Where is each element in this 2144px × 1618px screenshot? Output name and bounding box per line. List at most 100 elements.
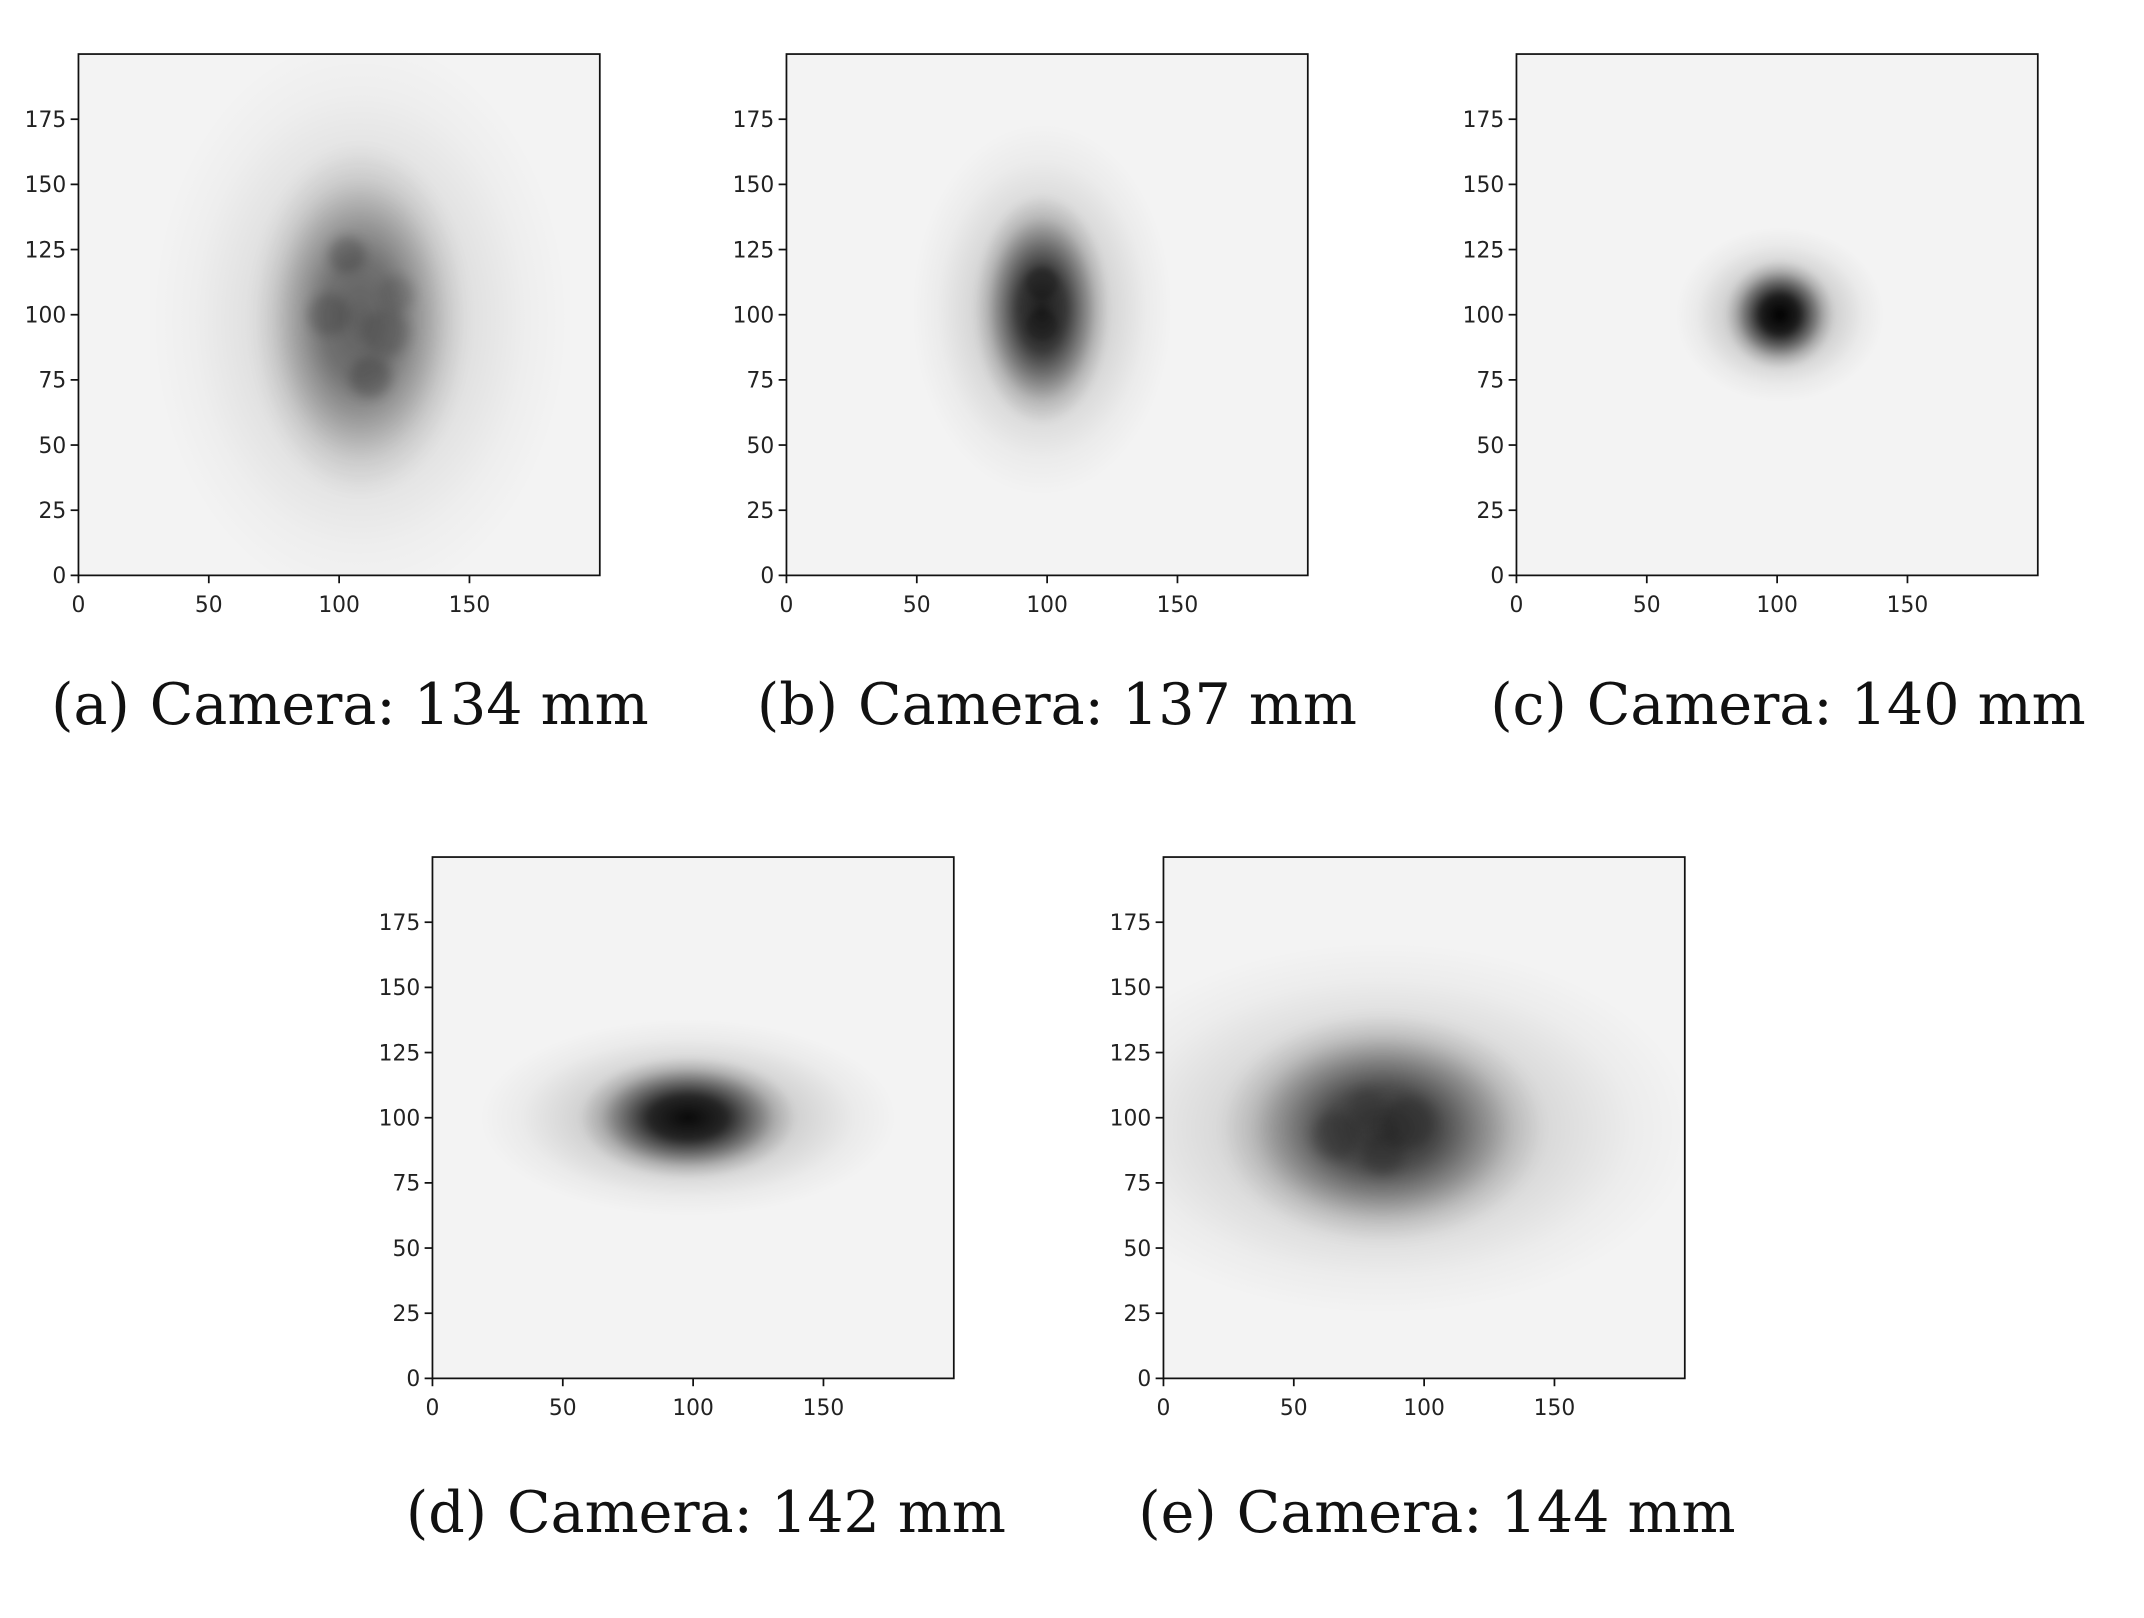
x-tick-label: 0: [1510, 593, 1524, 618]
y-tick-label: 100: [1110, 1107, 1152, 1132]
spot-texture: [1026, 309, 1058, 341]
y-tick-label: 175: [1463, 108, 1505, 133]
subfigure-caption-text: Camera: 137 mm: [858, 672, 1357, 738]
subfigure-label: (b): [757, 672, 839, 738]
spot-texture: [328, 236, 366, 274]
y-tick-label: 0: [406, 1367, 420, 1392]
subfigure-caption-text: Camera: 140 mm: [1586, 672, 2086, 738]
y-tick-label: 100: [25, 304, 67, 329]
y-tick-label: 125: [1463, 238, 1505, 263]
y-tick-label: 125: [733, 238, 775, 263]
x-tick-label: 150: [803, 1396, 845, 1421]
beam-spot: [974, 194, 1110, 425]
y-tick-label: 50: [39, 434, 67, 459]
y-tick-label: 0: [52, 564, 66, 589]
y-tick-label: 0: [1490, 564, 1504, 589]
panel-d: 0 50 100 150 0 25 50 75 100 125 150 175: [354, 823, 1134, 1463]
x-tick-label: 150: [1157, 593, 1199, 618]
subfigure-label: (d): [406, 1480, 488, 1546]
beam-spot: [579, 1056, 797, 1179]
panel-plot: 0 50 100 150 0 25 50 75 100 125 150 175: [1110, 856, 1686, 1421]
x-tick-label: 100: [1026, 593, 1068, 618]
spot-texture: [378, 275, 415, 313]
y-tick-label: 25: [1477, 499, 1505, 524]
subfigure-label: (e): [1138, 1480, 1217, 1546]
x-tick-label: 0: [72, 593, 86, 618]
subfigure-label: (a): [51, 672, 130, 738]
y-tick-label: 175: [733, 108, 775, 133]
y-tick-label: 50: [747, 434, 775, 459]
y-tick-label: 175: [1110, 911, 1152, 936]
panel-plot: 0 50 100 150 0 25 50 75 100 125 150 175: [25, 53, 601, 618]
subfigure-caption-text: Camera: 142 mm: [507, 1480, 1006, 1546]
y-tick-label: 175: [25, 108, 67, 133]
beam-spot: [1219, 1012, 1546, 1244]
x-tick-label: 150: [1887, 593, 1929, 618]
y-tick-label: 75: [39, 369, 67, 394]
y-tick-label: 100: [379, 1107, 421, 1132]
y-tick-label: 25: [1124, 1302, 1152, 1327]
y-tick-label: 75: [393, 1172, 421, 1197]
panel-a: 0 50 100 150 0 25 50 75 100 125 150 175: [0, 20, 780, 660]
y-tick-label: 50: [393, 1237, 421, 1262]
x-tick-label: 150: [1534, 1396, 1576, 1421]
spot-texture: [1348, 1089, 1386, 1126]
spot-texture: [307, 293, 350, 336]
beam-spot: [251, 143, 469, 497]
y-tick-label: 125: [1110, 1041, 1152, 1066]
y-tick-label: 100: [733, 304, 775, 329]
spot-texture: [1026, 267, 1058, 300]
x-tick-label: 50: [195, 593, 223, 618]
panel-plot: 0 50 100 150 0 25 50 75 100 125 150 175: [379, 856, 955, 1421]
subfigure-caption-text: Camera: 134 mm: [149, 672, 649, 738]
y-tick-label: 150: [379, 976, 421, 1001]
spot-texture: [349, 356, 392, 399]
y-tick-label: 75: [1124, 1172, 1152, 1197]
panel-c: 0 50 100 150 0 25 50 75 100 125 150 175: [1438, 20, 2144, 660]
subfigure-caption: (b) Camera: 137 mm: [757, 672, 1357, 738]
panel-plot: 0 50 100 150 0 25 50 75 100 125 150 175: [733, 53, 1309, 618]
x-tick-label: 100: [1403, 1396, 1445, 1421]
x-tick-label: 100: [1756, 593, 1798, 618]
subfigure-caption: (e) Camera: 144 mm: [1138, 1480, 1735, 1546]
subfigure-caption: (a) Camera: 134 mm: [51, 672, 648, 738]
y-tick-label: 175: [379, 911, 421, 936]
panel-e: 0 50 100 150 0 25 50 75 100 125 150 175: [1085, 823, 1865, 1463]
subfigure-caption: (d) Camera: 142 mm: [406, 1480, 1006, 1546]
panel-plot: 0 50 100 150 0 25 50 75 100 125 150 175: [1463, 53, 2039, 618]
subfigure-caption-text: Camera: 144 mm: [1236, 1480, 1736, 1546]
y-tick-label: 150: [25, 173, 67, 198]
x-tick-label: 50: [903, 593, 931, 618]
y-tick-label: 0: [760, 564, 774, 589]
x-tick-label: 0: [1157, 1396, 1171, 1421]
y-tick-label: 125: [25, 238, 67, 263]
subfigure-caption: (c) Camera: 140 mm: [1490, 672, 2085, 738]
spot-texture: [362, 309, 410, 357]
y-tick-label: 150: [1463, 173, 1505, 198]
x-tick-label: 50: [549, 1396, 577, 1421]
x-tick-label: 150: [449, 593, 491, 618]
y-tick-label: 150: [1110, 976, 1152, 1001]
y-tick-label: 25: [393, 1302, 421, 1327]
y-tick-label: 75: [1477, 369, 1505, 394]
x-tick-label: 50: [1633, 593, 1661, 618]
x-tick-label: 0: [780, 593, 794, 618]
subfigure-label: (c): [1490, 672, 1567, 738]
y-tick-label: 0: [1137, 1367, 1151, 1392]
y-tick-label: 100: [1463, 304, 1505, 329]
y-tick-label: 50: [1477, 434, 1505, 459]
x-tick-label: 0: [426, 1396, 440, 1421]
panel-b: 0 50 100 150 0 25 50 75 100 125 150 175: [708, 20, 1488, 660]
beam-spot: [1725, 260, 1834, 369]
x-tick-label: 100: [672, 1396, 714, 1421]
spot-texture: [1312, 1112, 1359, 1160]
spot-texture: [1361, 1133, 1404, 1176]
x-tick-label: 100: [318, 593, 360, 618]
y-tick-label: 25: [39, 499, 67, 524]
y-tick-label: 25: [747, 499, 775, 524]
spot-texture: [1382, 1096, 1435, 1149]
y-tick-label: 75: [747, 369, 775, 394]
y-tick-label: 150: [733, 173, 775, 198]
y-tick-label: 125: [379, 1041, 421, 1066]
